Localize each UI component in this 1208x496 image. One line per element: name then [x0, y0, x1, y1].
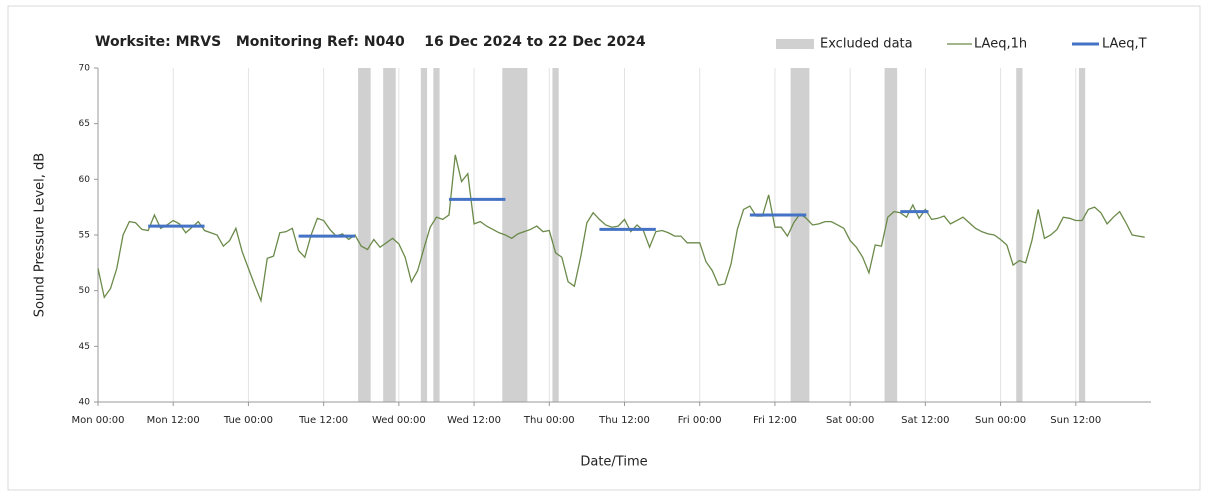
legend-label: LAeq,1h: [974, 37, 1027, 52]
excluded-band: [433, 68, 440, 402]
x-tick-label: Sun 12:00: [1050, 415, 1101, 426]
x-tick-label: Mon 12:00: [147, 415, 200, 426]
x-tick-label: Fri 12:00: [753, 415, 797, 426]
excluded-band: [790, 68, 810, 402]
x-tick-label: Thu 12:00: [598, 415, 650, 426]
x-tick-label: Sat 00:00: [826, 415, 874, 426]
x-tick-label: Wed 12:00: [447, 415, 501, 426]
x-tick-label: Sat 12:00: [901, 415, 949, 426]
y-axis-label: Sound Pressure Level, dB: [33, 153, 48, 317]
y-tick-label: 40: [79, 398, 91, 408]
legend-swatch: [776, 39, 814, 49]
y-tick-label: 60: [79, 175, 91, 185]
excluded-band: [1016, 68, 1023, 402]
data-line: [97, 154, 1145, 304]
x-tick-label: Mon 00:00: [71, 415, 124, 426]
y-tick-label: 50: [79, 286, 91, 296]
legend-label: LAeq,T: [1102, 37, 1147, 52]
y-tick-label: 55: [79, 231, 90, 241]
excluded-band: [383, 68, 396, 402]
x-tick-label: Tue 00:00: [223, 415, 273, 426]
y-tick-label: 70: [79, 64, 91, 74]
excluded-band: [420, 68, 428, 402]
x-tick-label: Tue 12:00: [298, 415, 348, 426]
x-tick-label: Thu 00:00: [523, 415, 575, 426]
excluded-band: [884, 68, 898, 402]
y-tick-label: 65: [79, 119, 90, 129]
x-axis-label: Date/Time: [580, 455, 647, 470]
legend-label: Excluded data: [820, 37, 913, 52]
chart-frame: [7, 5, 1201, 491]
chart-title: Worksite: MRVS Monitoring Ref: N040 16 D…: [95, 34, 646, 50]
x-tick-label: Wed 00:00: [372, 415, 426, 426]
x-tick-label: Fri 00:00: [678, 415, 722, 426]
x-tick-label: Sun 00:00: [975, 415, 1026, 426]
excluded-band: [1078, 68, 1086, 402]
excluded-band: [358, 68, 371, 402]
y-tick-label: 45: [79, 342, 90, 352]
excluded-band: [552, 68, 559, 402]
